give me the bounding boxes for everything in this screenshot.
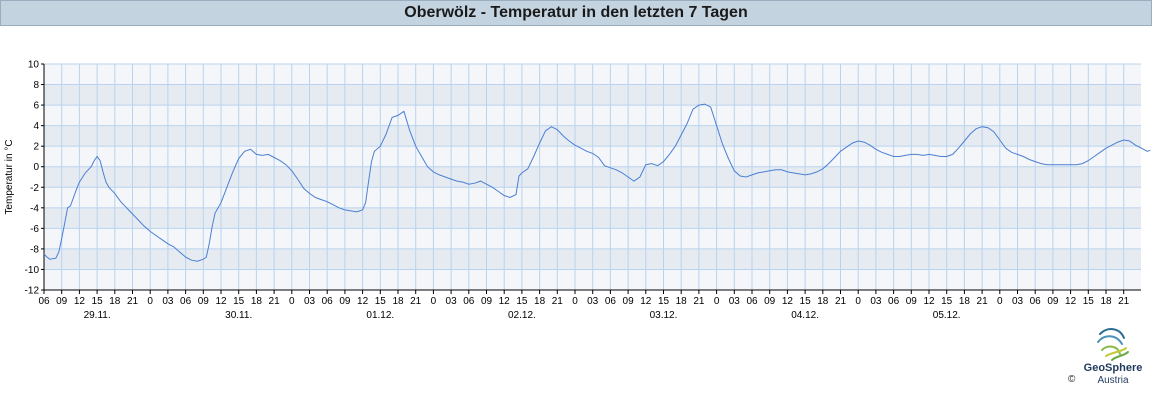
x-tick-label: 0 xyxy=(147,296,153,307)
x-tick-label: 15 xyxy=(658,296,670,307)
x-tick-label: 15 xyxy=(92,296,104,307)
x-tick-label: 15 xyxy=(800,296,812,307)
temperature-line xyxy=(43,103,1151,262)
x-tick-label: 18 xyxy=(959,296,971,307)
y-axis-label: Temperatur in °C xyxy=(4,139,15,214)
x-tick-label: 18 xyxy=(676,296,688,307)
x-tick-label: 09 xyxy=(56,296,68,307)
x-tick-label: 09 xyxy=(198,296,210,307)
date-label: 03.12. xyxy=(650,310,678,321)
x-tick-label: 0 xyxy=(997,296,1003,307)
x-tick-label: 0 xyxy=(714,296,720,307)
x-tick-label: 03 xyxy=(304,296,316,307)
x-tick-label: 09 xyxy=(623,296,635,307)
x-tick-label: 03 xyxy=(1012,296,1024,307)
y-tick-label: 2 xyxy=(33,142,39,153)
x-tick-label: 15 xyxy=(233,296,245,307)
x-tick-label: 0 xyxy=(289,296,295,307)
x-tick-label: 21 xyxy=(693,296,705,307)
x-tick-label: 18 xyxy=(109,296,121,307)
x-tick-label: 15 xyxy=(1083,296,1095,307)
x-tick-label: 21 xyxy=(269,296,281,307)
x-tick-label: 0 xyxy=(572,296,578,307)
x-tick-label: 21 xyxy=(835,296,847,307)
x-tick-label: 03 xyxy=(729,296,741,307)
logo-name: GeoSphere xyxy=(1083,362,1143,374)
chart-title: Oberwölz - Temperatur in den letzten 7 T… xyxy=(0,0,1152,26)
y-tick-label: -8 xyxy=(30,244,39,255)
x-tick-label: 12 xyxy=(74,296,86,307)
x-tick-label: 06 xyxy=(463,296,475,307)
x-tick-label: 0 xyxy=(431,296,437,307)
x-tick-label: 21 xyxy=(977,296,989,307)
x-tick-label: 21 xyxy=(410,296,422,307)
x-tick-label: 12 xyxy=(782,296,794,307)
date-label: 05.12. xyxy=(933,310,961,321)
x-tick-label: 09 xyxy=(764,296,776,307)
x-tick-label: 18 xyxy=(534,296,546,307)
y-tick-label: 10 xyxy=(28,60,40,71)
y-tick-label: 6 xyxy=(33,101,39,112)
y-tick-labels: 10 8 6 4 2 0 -2 -4 -6 -8 -10 -12 xyxy=(25,60,44,297)
y-tick-label: 8 xyxy=(33,80,39,91)
y-tick-label: 0 xyxy=(33,162,39,173)
logo-subtitle: Austria xyxy=(1097,375,1129,386)
x-tick-label: 03 xyxy=(162,296,174,307)
date-label: 02.12. xyxy=(508,310,536,321)
x-tick-label: 15 xyxy=(516,296,528,307)
x-tick-label: 15 xyxy=(941,296,953,307)
y-tick-label: -6 xyxy=(30,224,39,235)
y-tick-label: -2 xyxy=(30,183,39,194)
x-tick-label: 06 xyxy=(180,296,192,307)
x-tick-label: 06 xyxy=(322,296,334,307)
x-tick-label: 12 xyxy=(499,296,511,307)
x-tick-label: 12 xyxy=(357,296,369,307)
x-tick-label: 21 xyxy=(552,296,564,307)
x-tick-label: 12 xyxy=(215,296,227,307)
y-tick-label: -4 xyxy=(30,203,39,214)
x-tick-label: 18 xyxy=(1100,296,1112,307)
x-tick-label: 12 xyxy=(923,296,935,307)
x-tick-label: 0 xyxy=(855,296,861,307)
x-tick-label: 03 xyxy=(870,296,882,307)
x-tick-label: 03 xyxy=(446,296,458,307)
x-tick-label: 09 xyxy=(481,296,493,307)
x-tick-label: 18 xyxy=(817,296,829,307)
x-tick-label: 03 xyxy=(587,296,599,307)
x-tick-label: 15 xyxy=(375,296,387,307)
date-label: 01.12. xyxy=(366,310,394,321)
x-tick-label: 06 xyxy=(38,296,50,307)
x-tick-label: 09 xyxy=(1047,296,1059,307)
y-tick-label: -10 xyxy=(25,265,40,276)
y-tick-label: 4 xyxy=(33,121,39,132)
x-tick-label: 21 xyxy=(1118,296,1130,307)
x-tick-label: 06 xyxy=(1030,296,1042,307)
copyright-symbol: © xyxy=(1068,374,1076,385)
x-tick-label: 09 xyxy=(906,296,918,307)
x-tick-label: 12 xyxy=(1065,296,1077,307)
x-tick-label: 18 xyxy=(392,296,404,307)
x-tick-label: 21 xyxy=(127,296,139,307)
geosphere-logo-icon xyxy=(1097,328,1129,361)
x-tick-label: 12 xyxy=(640,296,652,307)
x-tick-label: 09 xyxy=(339,296,351,307)
x-tick-label: 06 xyxy=(888,296,900,307)
date-label: 29.11. xyxy=(84,310,111,321)
date-labels: 29.11. 30.11. 01.12. 02.12. 03.12. 04.12. 05.1… xyxy=(84,310,961,321)
x-tick-labels: 06 09 12 15 18 21 0 03 06 09 12 15 18 21 0 03 06 09 12 15 18… xyxy=(38,290,1130,307)
date-label: 04.12. xyxy=(791,310,819,321)
date-label: 30.11. xyxy=(225,310,252,321)
y-tick-label: -12 xyxy=(25,286,40,297)
x-tick-label: 18 xyxy=(251,296,263,307)
x-tick-label: 06 xyxy=(746,296,758,307)
x-tick-label: 06 xyxy=(605,296,617,307)
